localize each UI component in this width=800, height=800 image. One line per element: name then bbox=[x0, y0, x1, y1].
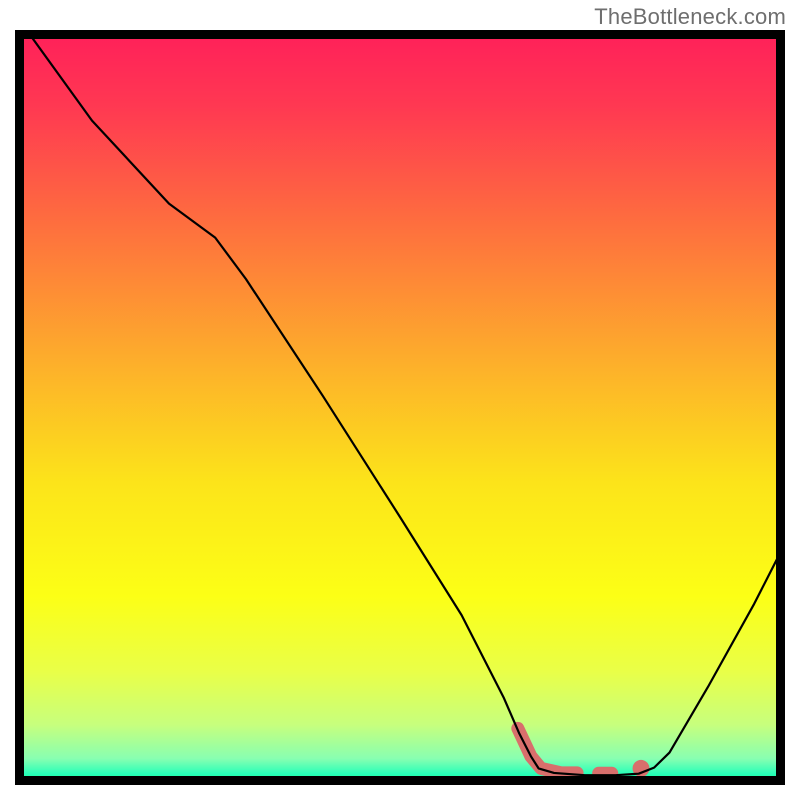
chart-area bbox=[15, 30, 785, 785]
chart-container: TheBottleneck.com bbox=[0, 0, 800, 800]
chart-background bbox=[15, 30, 785, 785]
watermark-text: TheBottleneck.com bbox=[594, 4, 786, 30]
bottleneck-chart bbox=[15, 30, 785, 785]
